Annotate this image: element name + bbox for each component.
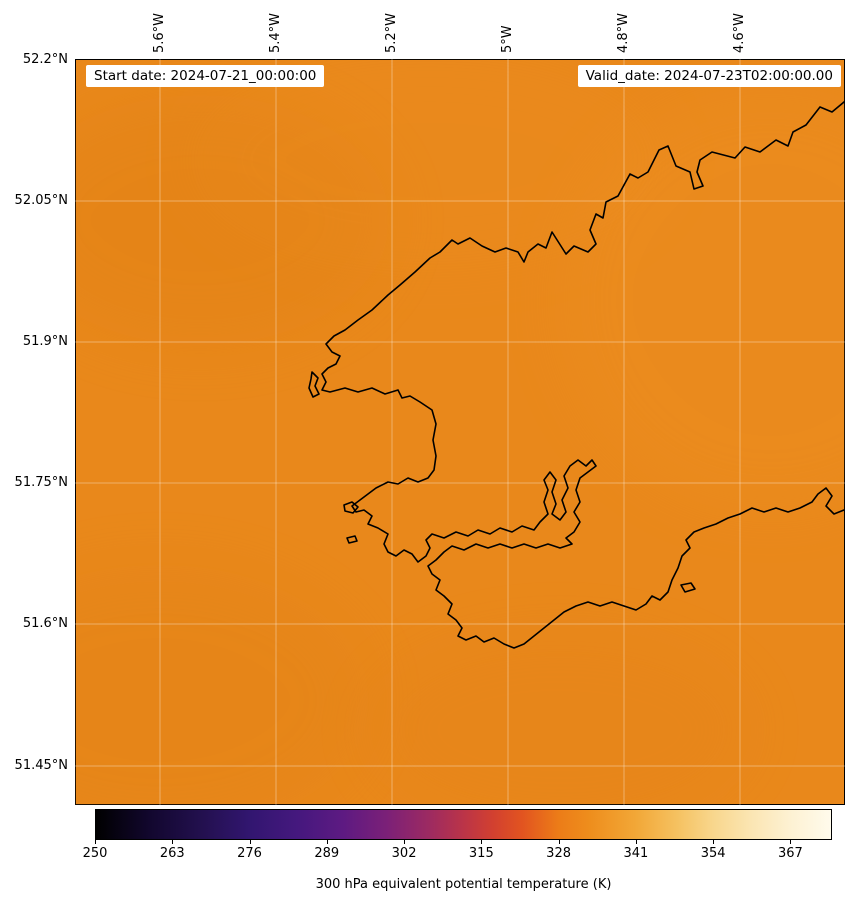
x-axis-tick-label: 4.8°W xyxy=(616,12,631,53)
valid-date-box: Valid_date: 2024-07-23T02:00:00.00 xyxy=(577,65,841,87)
colorbar-tick-mark xyxy=(404,840,406,844)
colorbar-tick-mark xyxy=(172,840,174,844)
colorbar-tick-mark xyxy=(481,840,483,844)
colorbar-tick-label: 341 xyxy=(623,846,649,861)
y-axis-tick-label: 51.9°N xyxy=(22,334,68,349)
colorbar-label: 300 hPa equivalent potential temperature… xyxy=(315,877,612,892)
colorbar-tick-label: 263 xyxy=(159,846,185,861)
colorbar-tick-mark xyxy=(249,840,251,844)
colorbar-tick-mark xyxy=(790,840,792,844)
colorbar-tick-label: 328 xyxy=(546,846,572,861)
colorbar xyxy=(95,809,832,840)
colorbar-tick-mark xyxy=(95,840,96,844)
y-axis-tick-label: 51.45°N xyxy=(14,758,68,773)
x-axis-tick-label: 5°W xyxy=(500,25,515,53)
x-axis-tick-label: 4.6°W xyxy=(732,12,747,53)
y-axis-tick-label: 52.2°N xyxy=(22,52,68,67)
x-axis-tick-label: 5.6°W xyxy=(152,12,167,53)
y-axis-tick-label: 51.75°N xyxy=(14,475,68,490)
x-axis-tick-label: 5.2°W xyxy=(384,12,399,53)
x-axis-tick-label: 5.4°W xyxy=(268,12,283,53)
map-plot-area xyxy=(75,59,845,805)
start-date-box: Start date: 2024-07-21_00:00:00 xyxy=(86,65,325,87)
y-axis-tick-label: 51.6°N xyxy=(22,616,68,631)
colorbar-tick-label: 250 xyxy=(82,846,108,861)
colorbar-tick-label: 315 xyxy=(468,846,494,861)
colorbar-tick-label: 302 xyxy=(391,846,417,861)
colorbar-tick-mark xyxy=(558,840,560,844)
colorbar-tick-label: 276 xyxy=(237,846,262,861)
colorbar-tick-mark xyxy=(635,840,637,844)
colorbar-tick-label: 354 xyxy=(700,846,726,861)
y-axis-tick-label: 52.05°N xyxy=(14,193,68,208)
colorbar-tick-label: 367 xyxy=(777,846,803,861)
colorbar-tick-mark xyxy=(713,840,715,844)
colorbar-tick-mark xyxy=(326,840,328,844)
colorbar-tick-label: 289 xyxy=(314,846,340,861)
